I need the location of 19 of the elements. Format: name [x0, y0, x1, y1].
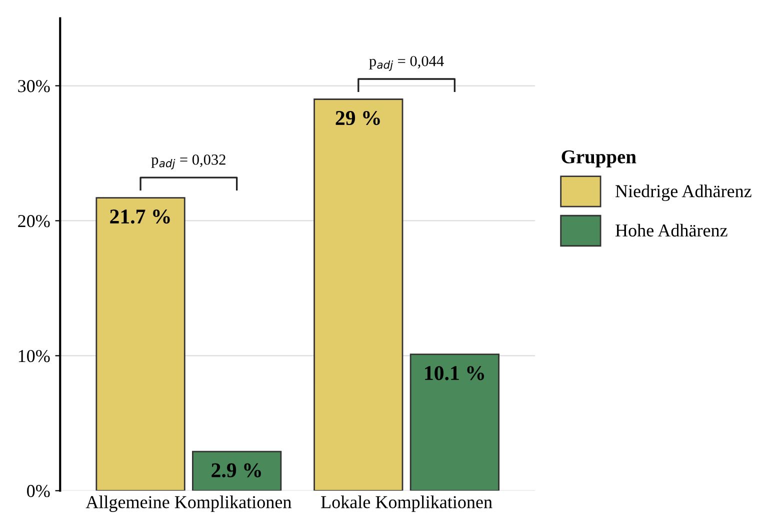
data-label: 21.7 % — [110, 210, 170, 224]
annotation: p$_{adj}$ = 0,032 — [151, 154, 226, 170]
legend-title: Gruppen — [562, 150, 636, 168]
annotation: p$_{adj}$ = 0,044 — [369, 56, 444, 71]
y-tick-label: 0% — [27, 484, 50, 498]
legend-label: Niedrige Adhärenz — [616, 184, 752, 202]
y-tick-label: 20% — [18, 214, 50, 228]
data-label: 29 % — [336, 110, 380, 126]
y-tick-label: 30% — [18, 80, 50, 92]
bar — [96, 197, 186, 491]
bar — [410, 354, 500, 491]
bar — [192, 450, 282, 491]
y-tick-label: 10% — [18, 350, 50, 362]
data-label: 10.1 % — [425, 366, 484, 380]
legend-label: Hohe Adhärenz — [616, 224, 728, 237]
bar — [314, 98, 404, 491]
data-label: 2.9 % — [212, 463, 261, 478]
x-tick-label: Allgemeine Komplikationen — [86, 496, 292, 512]
x-tick-label: Lokale Komplikationen — [321, 496, 492, 512]
